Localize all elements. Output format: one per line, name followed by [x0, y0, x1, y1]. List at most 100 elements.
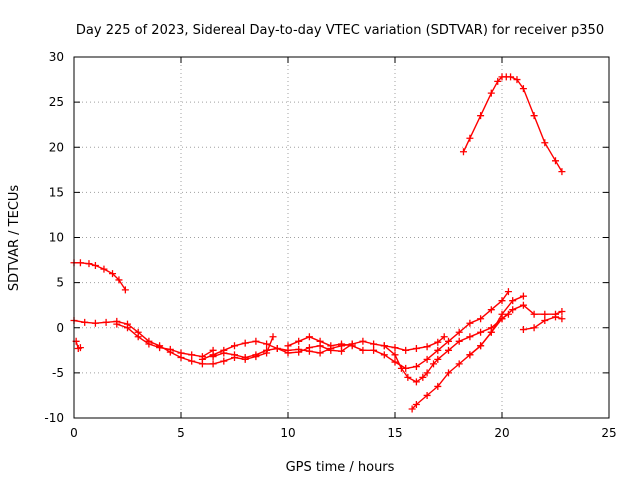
- data-point: [305, 333, 313, 341]
- data-point: [348, 342, 356, 350]
- data-point: [519, 326, 527, 334]
- data-point: [509, 306, 517, 314]
- data-point: [391, 344, 399, 352]
- data-point: [498, 315, 506, 323]
- data-point: [445, 346, 452, 354]
- data-point: [487, 306, 495, 314]
- data-point: [423, 355, 431, 363]
- data-point: [327, 342, 335, 350]
- data-point: [466, 333, 474, 341]
- data-point: [231, 351, 238, 359]
- data-point: [397, 364, 405, 372]
- x-axis-label: GPS time / hours: [286, 460, 395, 475]
- data-point: [504, 288, 512, 296]
- data-point: [466, 134, 474, 142]
- data-point: [134, 333, 142, 341]
- data-point: [220, 357, 228, 365]
- data-point: [419, 373, 427, 381]
- data-point: [241, 354, 249, 362]
- data-point: [295, 337, 303, 345]
- data-point: [498, 297, 506, 305]
- data-point: [513, 76, 521, 84]
- y-tick-label: 0: [56, 321, 64, 335]
- y-tick-label: 15: [49, 185, 64, 199]
- x-tick-label: 20: [494, 426, 509, 440]
- data-point: [459, 148, 467, 156]
- x-tick-label: 5: [177, 426, 185, 440]
- data-point: [91, 319, 99, 327]
- data-point: [477, 328, 485, 336]
- data-point: [177, 349, 185, 357]
- data-point: [284, 349, 292, 357]
- data-point: [412, 345, 420, 353]
- series-arc-f: [380, 310, 512, 386]
- data-point: [509, 297, 517, 305]
- data-point: [434, 338, 442, 346]
- data-point: [487, 328, 495, 336]
- data-point: [269, 333, 277, 341]
- data-point: [76, 259, 84, 267]
- data-point: [519, 292, 527, 300]
- data-point: [81, 318, 89, 326]
- data-point: [156, 344, 164, 352]
- x-tick-label: 10: [280, 426, 295, 440]
- data-point: [423, 369, 431, 377]
- series-line: [469, 304, 563, 356]
- data-point: [434, 382, 442, 390]
- data-point: [209, 360, 217, 368]
- data-point: [115, 276, 123, 284]
- grid: [74, 57, 609, 418]
- data-point: [519, 301, 527, 309]
- series-arc-early: [70, 259, 129, 294]
- data-point: [530, 324, 538, 332]
- data-point: [552, 157, 559, 165]
- series-isolated-early: [72, 337, 84, 353]
- x-tick-label: 25: [601, 426, 616, 440]
- data-point: [487, 89, 495, 97]
- data-point: [220, 349, 228, 357]
- axis-ticks: 0 5 10 15 20 25 -10 -5 0 5 10 15 20 25 30: [44, 50, 616, 440]
- data-point: [188, 351, 196, 359]
- data-point: [359, 346, 367, 354]
- data-point: [423, 343, 431, 351]
- data-point: [430, 360, 438, 368]
- data-point: [423, 391, 431, 399]
- data-point: [102, 318, 110, 326]
- data-point: [252, 351, 260, 359]
- x-tick-label: 15: [387, 426, 402, 440]
- data-point: [541, 310, 549, 318]
- data-point: [404, 373, 412, 381]
- data-point: [76, 344, 84, 352]
- series-arc-high: [459, 73, 566, 176]
- data-point: [519, 85, 527, 93]
- data-point: [370, 346, 378, 354]
- data-point: [466, 351, 474, 359]
- series-line: [383, 313, 509, 383]
- data-point: [408, 405, 416, 413]
- data-point: [466, 319, 474, 327]
- data-point: [434, 355, 442, 363]
- series-arc-b: [113, 320, 217, 361]
- data-point: [370, 340, 378, 348]
- series-line: [462, 76, 563, 172]
- series-arc-g: [408, 292, 527, 413]
- data-point: [316, 349, 324, 357]
- data-point: [552, 313, 559, 321]
- data-point: [558, 168, 566, 176]
- series-arc-i: [519, 313, 566, 334]
- y-tick-label: -5: [52, 366, 64, 380]
- data-point: [338, 347, 345, 355]
- series-arc-h: [466, 301, 566, 359]
- series-line: [411, 295, 524, 410]
- data-point: [477, 315, 485, 323]
- data-point: [455, 337, 463, 345]
- series-line: [74, 262, 126, 291]
- data-point: [412, 400, 420, 408]
- data-point: [209, 353, 217, 361]
- data-point: [434, 346, 442, 354]
- data-point: [316, 337, 324, 345]
- y-tick-label: 20: [49, 140, 64, 154]
- data-point: [121, 286, 129, 294]
- data-point: [440, 333, 448, 341]
- data-point: [530, 310, 538, 318]
